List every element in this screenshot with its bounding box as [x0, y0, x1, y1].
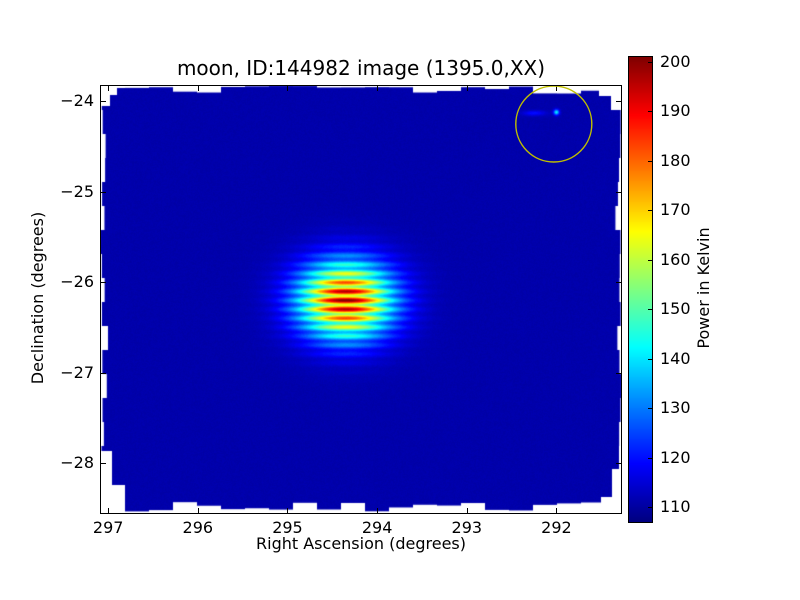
y-tick-label: −28 — [60, 453, 94, 473]
colorbar-tick-label: 170 — [660, 200, 691, 220]
colorbar-tick-label: 150 — [660, 299, 691, 319]
colorbar-tick-label: 160 — [660, 249, 691, 269]
x-tick-label: 292 — [541, 518, 572, 537]
x-tick-label: 297 — [92, 518, 124, 537]
colorbar-tick-label: 110 — [660, 497, 691, 517]
colorbar-tick-label: 120 — [660, 447, 691, 467]
colorbar-tick-marks — [648, 62, 652, 508]
y-axis-label: Declination (degrees) — [28, 211, 47, 385]
x-tick-label: 293 — [451, 518, 483, 537]
x-tick-label: 294 — [361, 518, 393, 537]
colorbar-label: Power in Kelvin — [694, 227, 713, 349]
y-tick-label: −24 — [60, 91, 94, 111]
x-axis-label: Right Ascension (degrees) — [256, 534, 466, 553]
y-tick-label: −26 — [60, 272, 94, 292]
y-tick-label: −25 — [60, 181, 94, 201]
colorbar — [628, 56, 653, 523]
y-tick-label: −27 — [60, 362, 94, 382]
colorbar-tick-label: 130 — [660, 398, 691, 418]
plot-title: moon, ID:144982 image (1395.0,XX) — [176, 56, 546, 80]
axes-overlay — [101, 86, 621, 513]
colorbar-gradient — [629, 57, 652, 522]
colorbar-tick-label: 180 — [660, 150, 691, 170]
plot-axes — [100, 85, 622, 514]
x-tick-label: 295 — [272, 518, 303, 537]
x-tick-label: 296 — [182, 518, 214, 537]
colorbar-tick-label: 190 — [660, 101, 691, 121]
colorbar-tick-label: 200 — [660, 51, 691, 71]
source-annotation-circle — [515, 86, 593, 163]
colorbar-tick-label: 140 — [660, 348, 691, 368]
